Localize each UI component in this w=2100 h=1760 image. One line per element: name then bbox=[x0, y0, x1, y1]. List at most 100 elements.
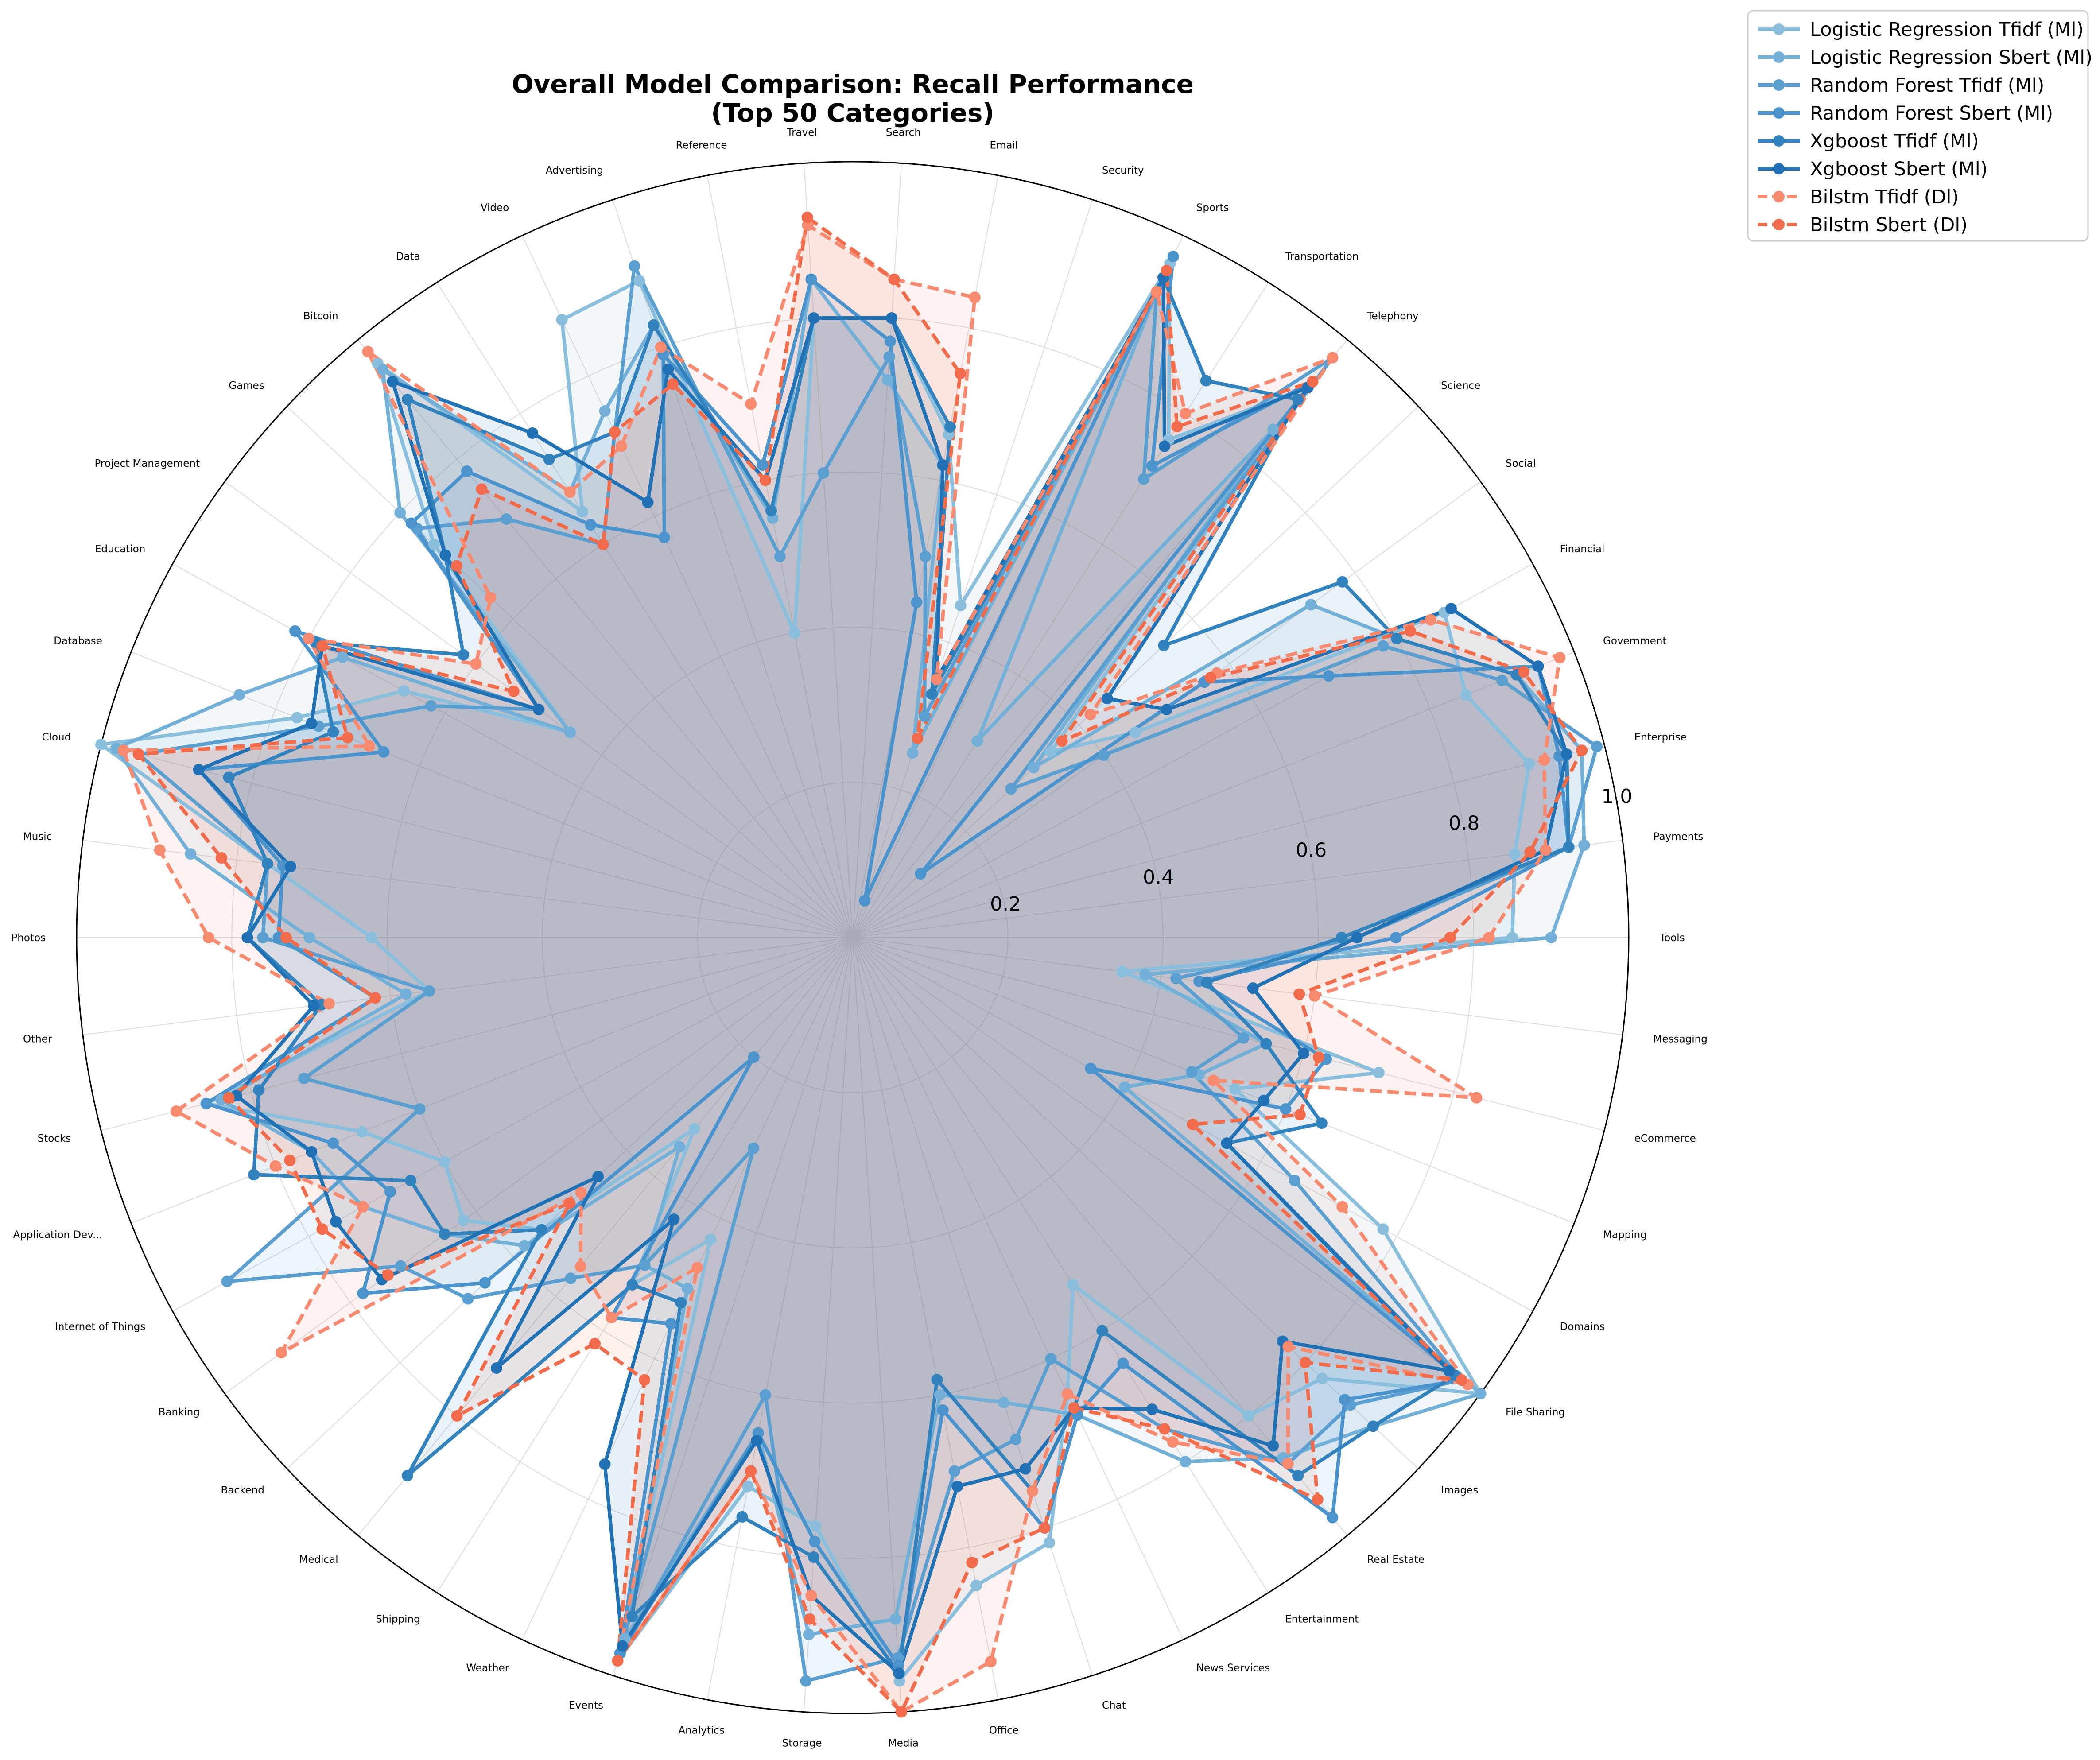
series-3-point-46 bbox=[1085, 1062, 1097, 1074]
series-6-point-21 bbox=[303, 632, 314, 644]
series-6-point-16 bbox=[615, 440, 627, 452]
category-label-3: Government bbox=[1603, 635, 1666, 647]
category-label-44: Images bbox=[1441, 1485, 1478, 1496]
grid-spoke bbox=[131, 651, 853, 938]
radial-tick-labels: 0.2 0.4 0.6 0.8 1.0 bbox=[990, 785, 1632, 915]
series-4-point-31 bbox=[536, 1224, 547, 1236]
series-0-point-6 bbox=[1045, 746, 1057, 758]
grid-spoke bbox=[852, 937, 1184, 1640]
series-4-point-15 bbox=[648, 319, 660, 331]
series-7-point-14 bbox=[760, 474, 772, 486]
series-5-point-12 bbox=[886, 312, 898, 324]
series-line-6 bbox=[122, 223, 1562, 1714]
series-7-point-27 bbox=[223, 1092, 235, 1104]
series-6-point-18 bbox=[362, 346, 374, 358]
series-7-point-23 bbox=[132, 748, 144, 760]
series-1-point-45 bbox=[1475, 1388, 1487, 1399]
series-1-point-25 bbox=[303, 932, 315, 943]
series-5-point-42 bbox=[1146, 1403, 1158, 1415]
series-5-point-49 bbox=[1247, 982, 1259, 994]
grid-spoke bbox=[172, 937, 853, 1312]
series-6-point-4 bbox=[1425, 614, 1436, 626]
legend-box bbox=[1747, 10, 2089, 242]
category-label-20: Project Management bbox=[94, 458, 200, 469]
grid-spoke bbox=[82, 840, 853, 938]
series-5-point-48 bbox=[1298, 1047, 1310, 1059]
category-label-5: Social bbox=[1506, 458, 1536, 469]
grid-spoke bbox=[803, 163, 853, 938]
series-6-point-23 bbox=[117, 744, 129, 756]
series-1-point-38 bbox=[889, 1613, 901, 1625]
series-6-point-0 bbox=[1483, 932, 1495, 943]
category-label-14: Reference bbox=[676, 140, 727, 151]
series-5-point-8 bbox=[1159, 440, 1171, 452]
series-6-point-32 bbox=[574, 1260, 586, 1272]
series-7-point-15 bbox=[667, 378, 679, 390]
series-7-point-37 bbox=[804, 1613, 816, 1625]
legend-marker-3 bbox=[1773, 107, 1785, 119]
legend-marker-6 bbox=[1773, 191, 1785, 202]
category-labels: Tools Payments Enterprise Government Financi… bbox=[11, 127, 1707, 1749]
series-5-point-26 bbox=[308, 1000, 320, 1012]
chart-title-group: Overall Model Comparison: Recall Perform… bbox=[512, 69, 1194, 128]
series-7-point-46 bbox=[1187, 1119, 1199, 1131]
category-label-38: Media bbox=[888, 1737, 919, 1749]
series-6-point-20 bbox=[470, 658, 482, 670]
series-5-point-15 bbox=[662, 363, 674, 375]
grid-spoke bbox=[357, 937, 853, 1536]
series-7-point-13 bbox=[801, 211, 813, 223]
series-6-point-47 bbox=[1207, 1074, 1219, 1086]
series-6-point-43 bbox=[1282, 1458, 1294, 1469]
category-label-31: Backend bbox=[221, 1485, 264, 1496]
series-3-point-18 bbox=[461, 465, 473, 477]
series-5-point-39 bbox=[951, 1481, 963, 1493]
series-2-point-14 bbox=[774, 550, 786, 562]
category-label-10: Security bbox=[1102, 165, 1144, 176]
category-label-47: Mapping bbox=[1603, 1229, 1647, 1241]
series-4-point-42 bbox=[1096, 1325, 1108, 1337]
series-0-point-48 bbox=[1373, 1066, 1385, 1078]
series-0-point-28 bbox=[356, 1126, 368, 1138]
series-2-point-6 bbox=[1005, 783, 1017, 795]
series-7-point-24 bbox=[215, 852, 227, 864]
grid-spoke bbox=[852, 563, 1533, 938]
series-7-point-7 bbox=[1307, 376, 1319, 388]
grid-spoke bbox=[706, 937, 853, 1700]
series-7-point-31 bbox=[564, 1197, 576, 1209]
series-7-point-42 bbox=[1159, 1423, 1171, 1435]
series-5-point-32 bbox=[490, 1362, 502, 1374]
series-7-point-36 bbox=[745, 1465, 757, 1477]
series-5-point-28 bbox=[306, 1146, 318, 1158]
series-0-point-23 bbox=[95, 739, 107, 751]
series-3-point-21 bbox=[289, 625, 301, 637]
series-4-point-28 bbox=[248, 1169, 260, 1181]
series-0-point-15 bbox=[633, 275, 645, 287]
series-fill-0 bbox=[101, 264, 1529, 1681]
series-6-point-2 bbox=[1538, 754, 1550, 766]
series-6-point-41 bbox=[1061, 1388, 1073, 1400]
series-7-point-12 bbox=[888, 273, 900, 285]
category-label-48: eCommerce bbox=[1634, 1133, 1696, 1144]
category-label-17: Data bbox=[396, 251, 420, 263]
series-0-point-1 bbox=[1509, 848, 1521, 860]
legend-label-2: Random Forest Tfidf (Ml) bbox=[1810, 74, 2044, 97]
series-3-point-29 bbox=[384, 1186, 396, 1198]
series-fill-6 bbox=[124, 225, 1560, 1712]
series-0-point-32 bbox=[688, 1123, 700, 1135]
series-4-point-36 bbox=[736, 1511, 748, 1523]
series-1-point-34 bbox=[682, 1283, 694, 1295]
series-6-point-17 bbox=[564, 486, 576, 498]
series-5-point-35 bbox=[617, 1640, 629, 1652]
outer-ring bbox=[76, 161, 1630, 1714]
series-1-point-46 bbox=[1119, 1081, 1131, 1093]
series-2-point-49 bbox=[1170, 973, 1182, 985]
series-7-point-5 bbox=[1204, 672, 1216, 684]
series-0-point-36 bbox=[742, 1481, 754, 1493]
category-label-9: Sports bbox=[1196, 202, 1229, 213]
series-3-point-37 bbox=[809, 1535, 821, 1547]
series-6-point-25 bbox=[202, 932, 214, 943]
series-5-point-20 bbox=[533, 704, 545, 716]
series-2-point-48 bbox=[1238, 1032, 1250, 1044]
radial-tick-0: 0.2 bbox=[990, 893, 1021, 915]
series-2-point-33 bbox=[639, 1259, 651, 1271]
